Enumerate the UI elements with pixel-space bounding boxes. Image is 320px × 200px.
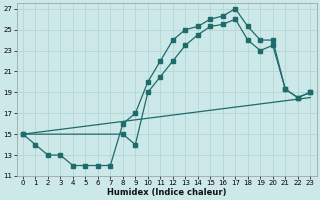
X-axis label: Humidex (Indice chaleur): Humidex (Indice chaleur) xyxy=(107,188,226,197)
